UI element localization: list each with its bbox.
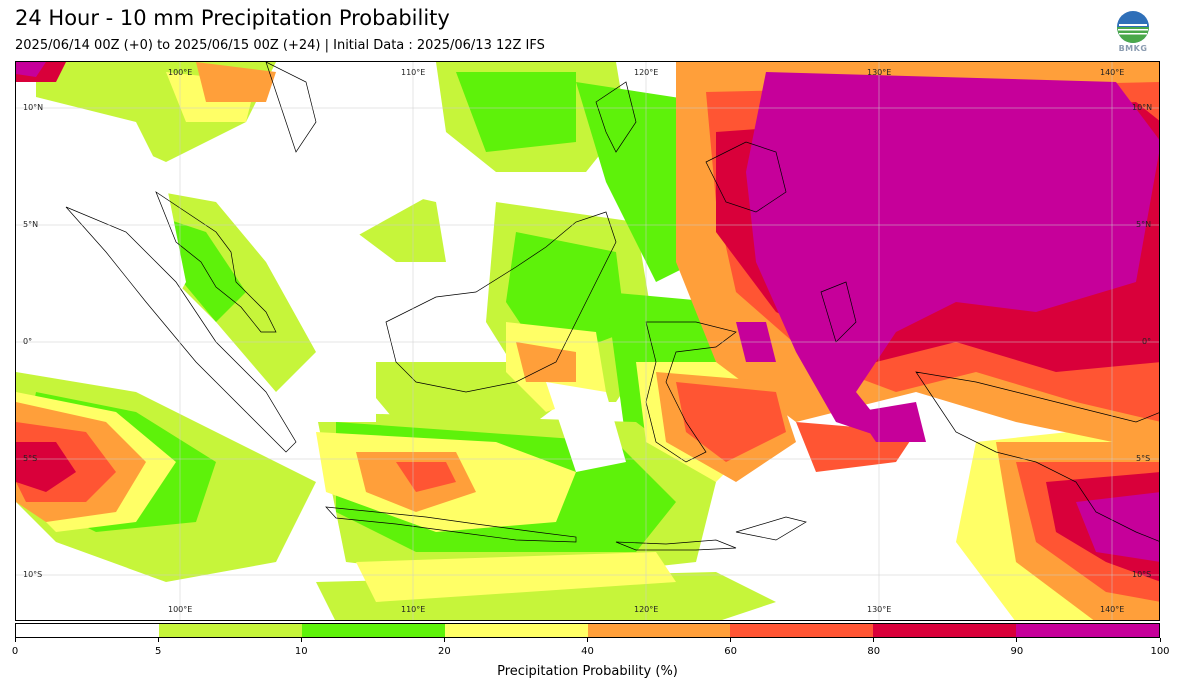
lon-label-top-130: 130°E — [867, 68, 892, 77]
lon-label-bottom-140: 140°E — [1100, 605, 1125, 614]
colorbar-segment — [873, 624, 1017, 637]
lon-label-bottom-100: 100°E — [168, 605, 193, 614]
lon-label-top-110: 110°E — [401, 68, 426, 77]
lat-label-left-10s: 10°S — [23, 570, 43, 579]
colorbar-segment — [444, 624, 588, 637]
lat-label-right-10n: 10°N — [1132, 103, 1153, 112]
colorbar-tick-mark — [443, 638, 445, 642]
lat-label-left-10n: 10°N — [23, 103, 44, 112]
bmkg-logo — [1117, 11, 1149, 43]
colorbar-tick-label: 80 — [867, 646, 881, 657]
dry-regions — [16, 92, 626, 472]
colorbar-tick-label: 60 — [724, 646, 737, 657]
lat-label-right-5s: 5°S — [1136, 454, 1151, 463]
colorbar-tick-mark — [300, 638, 302, 642]
colorbar-tick-mark — [14, 638, 16, 642]
lat-label-left-5n: 5°N — [23, 220, 39, 229]
colorbar-segment — [16, 624, 159, 637]
coastlines — [65, 62, 1159, 551]
lon-label-top-120: 120°E — [634, 68, 659, 77]
colorbar-tick-label: 90 — [1010, 646, 1024, 657]
colorbar-tick-label: 0 — [11, 646, 19, 657]
colorbar-segment — [587, 624, 731, 637]
chart-subtitle: 2025/06/14 00Z (+0) to 2025/06/15 00Z (+… — [15, 38, 545, 53]
colorbar-segment — [301, 624, 445, 637]
precipitation-map: 100°E 110°E 120°E 130°E 140°E 100°E 110°… — [15, 61, 1160, 621]
lat-label-left-5s: 5°S — [23, 454, 38, 463]
colorbar-tick-mark — [157, 638, 159, 642]
colorbar-label: Precipitation Probability (%) — [497, 664, 678, 679]
colorbar — [15, 623, 1160, 638]
logo-text: BMKG — [1118, 44, 1148, 53]
lon-label-bottom-120: 120°E — [634, 605, 659, 614]
lon-label-bottom-110: 110°E — [401, 605, 426, 614]
colorbar-tick-mark — [587, 638, 588, 642]
colorbar-tick-mark — [730, 638, 732, 642]
chart-title: 24 Hour - 10 mm Precipitation Probabilit… — [15, 6, 450, 30]
lon-label-top-140: 140°E — [1100, 68, 1125, 77]
lat-label-left-0: 0° — [23, 337, 33, 346]
colorbar-tick-label: 40 — [581, 646, 594, 657]
colorbar-tick-label: 5 — [154, 646, 162, 657]
map-canvas — [16, 62, 1159, 620]
lon-label-bottom-130: 130°E — [867, 605, 892, 614]
colorbar-tick-label: 100 — [1150, 646, 1170, 657]
gridlines — [16, 62, 1159, 620]
colorbar-tick-mark — [1016, 638, 1018, 642]
lat-label-right-0: 0° — [1142, 337, 1152, 346]
colorbar-tick-mark — [873, 638, 875, 642]
colorbar-segment — [730, 624, 874, 637]
colorbar-tick-label: 20 — [438, 646, 451, 657]
lon-label-top-100: 100°E — [168, 68, 193, 77]
colorbar-segment — [1016, 624, 1159, 637]
colorbar-tick-mark — [1159, 638, 1161, 642]
colorbar-segment — [158, 624, 302, 637]
lat-label-right-10s: 10°S — [1132, 570, 1152, 579]
lat-label-right-5n: 5°N — [1136, 220, 1152, 229]
colorbar-tick-label: 10 — [294, 646, 308, 657]
